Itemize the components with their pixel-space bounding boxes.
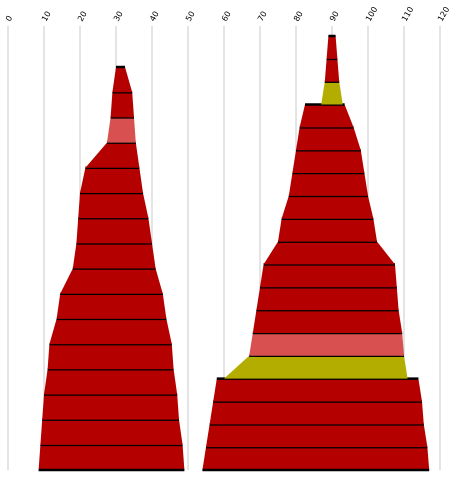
- layer-left-14: [110, 92, 134, 118]
- layer-right-2: [209, 401, 424, 425]
- layer-right-12: [288, 173, 368, 196]
- layer-left-8: [72, 243, 156, 269]
- layer-left-10: [78, 192, 149, 219]
- layer-right-14: [296, 127, 361, 151]
- layer-right-11: [281, 195, 374, 219]
- layer-left-12: [85, 142, 140, 168]
- layer-right-13: [292, 150, 365, 174]
- x-tick-label-50: 50: [184, 10, 197, 23]
- layer-right-0: [202, 447, 430, 470]
- layer-right-9: [263, 241, 395, 265]
- layer-right-4: [224, 355, 408, 379]
- x-tick-label-100: 100: [364, 5, 379, 23]
- layer-right-5: [249, 332, 404, 356]
- layer-left-5: [49, 318, 172, 345]
- layer-left-11: [80, 167, 143, 193]
- layer-right-1: [206, 424, 428, 448]
- layer-left-0: [38, 444, 185, 470]
- x-tick-label-110: 110: [400, 5, 415, 23]
- x-tick-label-30: 30: [112, 10, 125, 23]
- x-tick-label-120: 120: [436, 5, 451, 23]
- stacked-shapes: [38, 34, 430, 472]
- x-axis-tick-labels: 0 10 20 30 40 50 60 70 80 90 100 110 120: [4, 5, 451, 23]
- x-tick-label-20: 20: [76, 10, 89, 23]
- layer-left-4: [47, 344, 174, 370]
- layer-right-8: [260, 264, 397, 288]
- x-tick-label-0: 0: [4, 14, 14, 23]
- x-tick-label-40: 40: [148, 10, 161, 23]
- x-tick-label-80: 80: [292, 10, 305, 23]
- layer-right-6: [252, 310, 403, 333]
- layer-left-13: [107, 117, 136, 143]
- layer-right-3: [213, 378, 422, 402]
- layer-left-9: [76, 218, 152, 244]
- layer-right-16: [321, 81, 343, 105]
- layer-left-15: [112, 67, 133, 93]
- layer-right-10: [278, 218, 377, 242]
- x-tick-label-90: 90: [328, 10, 341, 23]
- layer-right-7: [256, 287, 399, 311]
- shape-left: [38, 65, 185, 472]
- layer-right-17: [324, 58, 340, 82]
- layer-left-6: [56, 293, 167, 319]
- x-tick-label-60: 60: [220, 10, 233, 23]
- shape-right: [202, 34, 430, 472]
- layer-left-7: [60, 268, 163, 294]
- layer-right-18: [326, 36, 338, 59]
- layer-left-2: [42, 394, 180, 420]
- x-tick-label-10: 10: [40, 10, 53, 23]
- layer-right-15: [299, 104, 354, 128]
- x-tick-label-70: 70: [256, 10, 269, 23]
- layer-left-3: [44, 369, 178, 395]
- layer-left-1: [40, 419, 183, 445]
